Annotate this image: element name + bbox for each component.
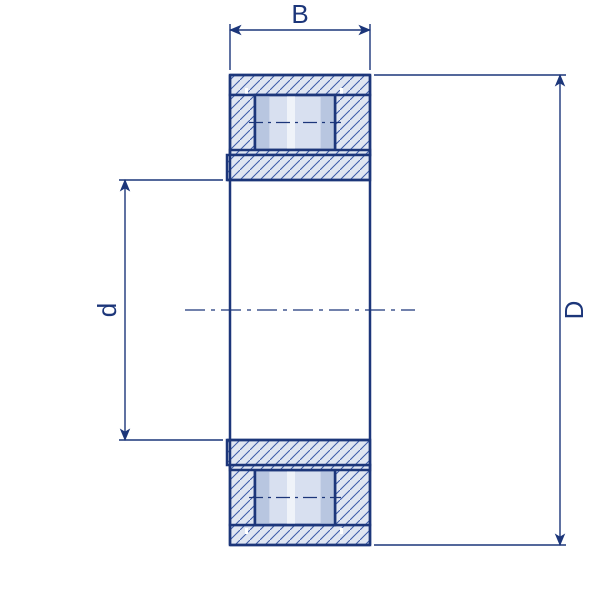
- bearing-cross-section-diagram: Bd D: [0, 0, 600, 600]
- dim-label-B: B: [291, 0, 308, 29]
- dim-label-D: D: [559, 301, 589, 320]
- dim-label-d: d: [92, 303, 122, 317]
